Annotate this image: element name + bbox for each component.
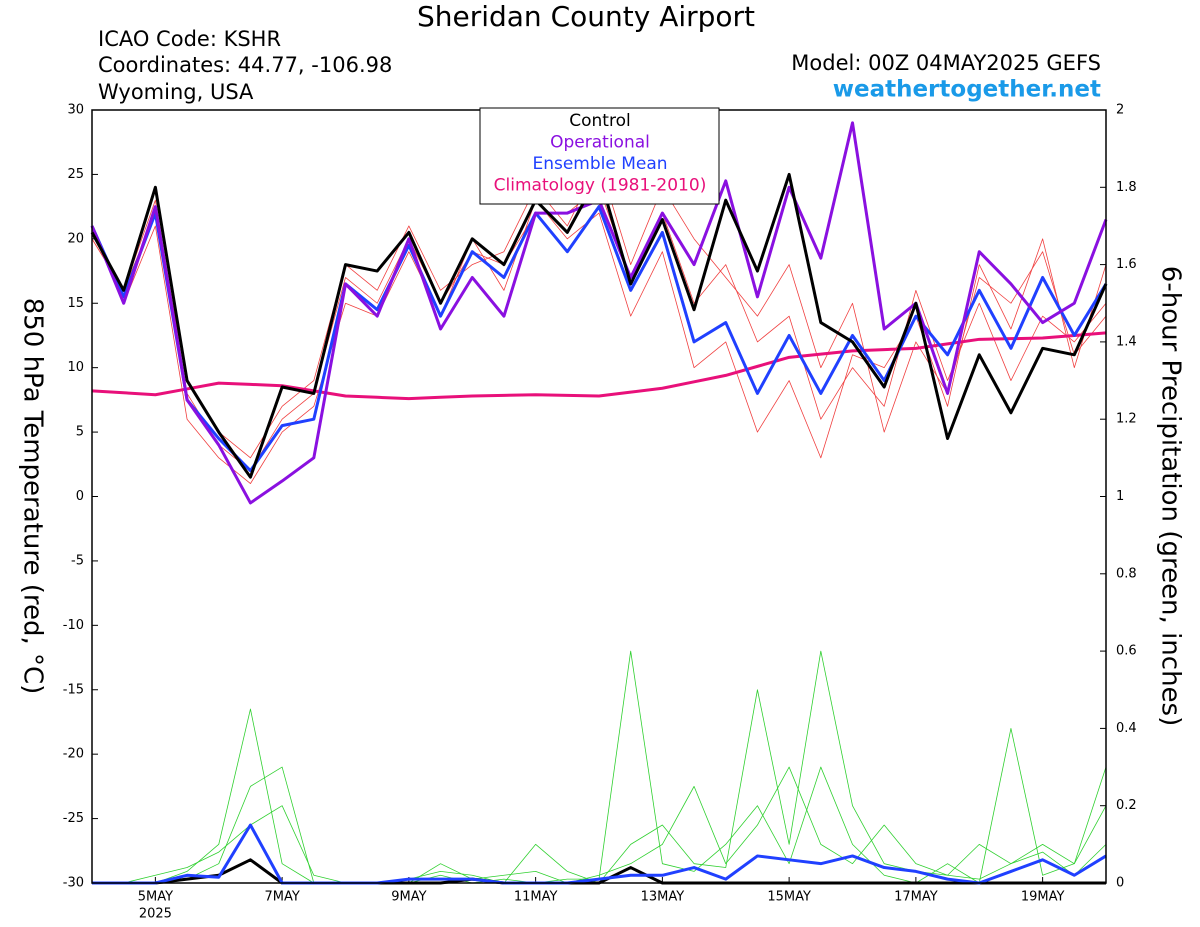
x-tick-label: 15MAY (767, 890, 811, 905)
x-year-label: 2025 (139, 907, 172, 922)
y-tick-label: 10 (67, 360, 84, 375)
station-info: Wyoming, USA (98, 80, 254, 104)
y-tick-label: -10 (63, 618, 84, 633)
x-tick-label: 5MAY (138, 890, 173, 905)
y2-tick-label: 1.6 (1116, 257, 1137, 272)
y2-tick-label: 0.4 (1116, 721, 1137, 736)
y2-tick-label: 1.4 (1116, 334, 1137, 349)
y2-tick-label: 0 (1116, 876, 1124, 891)
x-tick-label: 11MAY (514, 890, 558, 905)
series-line (90, 205, 1108, 473)
y-axis-label: 850 hPa Temperature (red, °C) (18, 298, 48, 695)
x-tick-label: 13MAY (641, 890, 685, 905)
station-info: ICAO Code: KSHR (98, 27, 281, 51)
model-info: Model: 00Z 04MAY2025 GEFS (791, 51, 1101, 75)
y2-tick-label: 1.8 (1116, 180, 1137, 195)
x-tick-label: 19MAY (1021, 890, 1065, 905)
legend-entry: Operational (550, 133, 650, 153)
y-tick-label: 0 (76, 489, 84, 504)
legend-entry: Control (569, 111, 630, 131)
y2-tick-label: 0.8 (1116, 566, 1137, 581)
member-line (92, 766, 1107, 884)
y-tick-label: -30 (63, 876, 84, 891)
y-tick-label: -25 (63, 811, 84, 826)
y-tick-label: 5 (76, 425, 84, 440)
y-tick-label: -15 (63, 682, 84, 697)
site-name: weathertogether.net (833, 77, 1101, 103)
series-line (91, 331, 1107, 401)
y-tick-label: -20 (63, 747, 84, 762)
y2-tick-label: 0.2 (1116, 798, 1137, 813)
legend (479, 107, 720, 205)
y-tick-label: 20 (67, 231, 84, 246)
x-tick-label: 7MAY (264, 890, 299, 905)
y-tick-label: -5 (71, 553, 84, 568)
x-tick-label: 9MAY (391, 890, 426, 905)
x-tick-label: 17MAY (894, 890, 938, 905)
y-tick-label: 30 (67, 103, 84, 118)
legend-entry: Climatology (1981-2010) (494, 176, 707, 196)
y-tick-label: 15 (67, 296, 84, 311)
member-line (92, 823, 1107, 885)
y-tick-label: 25 (67, 167, 84, 182)
station-info: Coordinates: 44.77, -106.98 (98, 53, 392, 77)
chart-title: Sheridan County Airport (417, 0, 755, 33)
y2-axis-label: 6-hour Precipitation (green, inches) (1156, 266, 1186, 726)
y2-tick-label: 0.6 (1116, 644, 1137, 659)
y2-tick-label: 2 (1116, 103, 1124, 118)
legend-entry: Ensemble Mean (532, 154, 667, 174)
y2-tick-label: 1.2 (1116, 412, 1137, 427)
y2-tick-label: 1 (1116, 489, 1124, 504)
